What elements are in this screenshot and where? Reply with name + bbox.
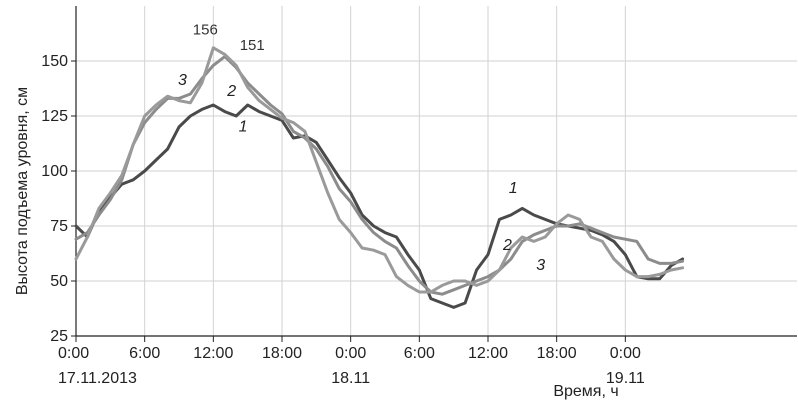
x-tick-label: 12:00 — [468, 345, 508, 362]
y-tick-label: 150 — [41, 53, 68, 70]
labels-layer: 156 151 3 2 1 1 2 3 — [178, 22, 545, 274]
curve-number-label: 1 — [509, 180, 518, 197]
axes: 25 50 75 100 125 150 0:00 6:00 12:00 18:00 0:00 6:0… — [41, 6, 797, 387]
curve-number-label: 3 — [536, 257, 545, 274]
peak-value-label: 156 — [193, 22, 218, 39]
peak-value-label: 151 — [240, 37, 265, 54]
y-tick-label: 100 — [41, 163, 68, 180]
x-tick-label: 12:00 — [193, 345, 233, 362]
date-label: 19.11 — [606, 370, 645, 387]
x-tick-label: 0:00 — [58, 345, 89, 362]
x-tick-label: 6:00 — [404, 345, 435, 362]
y-tick-label: 25 — [50, 328, 68, 345]
curve-number-label: 2 — [502, 237, 512, 254]
x-tick-label: 18:00 — [262, 345, 302, 362]
curve-number-label: 3 — [178, 72, 187, 89]
y-tick-label: 50 — [50, 273, 68, 290]
x-axis-label: Время, ч — [553, 383, 618, 400]
date-label: 18.11 — [331, 370, 370, 387]
grid — [76, 6, 797, 337]
y-axis-label: Высота подъема уровня, см — [14, 87, 31, 295]
y-tick-label: 75 — [50, 218, 68, 235]
y-tick-label: 125 — [41, 108, 68, 125]
curve-number-label: 1 — [239, 118, 248, 135]
series-line-2 — [74, 55, 685, 296]
x-tick-label: 0:00 — [610, 345, 641, 362]
series-line-3 — [74, 46, 685, 294]
x-tick-label: 18:00 — [537, 345, 577, 362]
date-label: 17.11.2013 — [58, 370, 137, 387]
x-tick-label: 6:00 — [129, 345, 160, 362]
x-tick-label: 0:00 — [335, 345, 366, 362]
series-layer — [74, 46, 685, 309]
curve-number-label: 2 — [226, 83, 236, 100]
series-line-1 — [74, 103, 685, 309]
